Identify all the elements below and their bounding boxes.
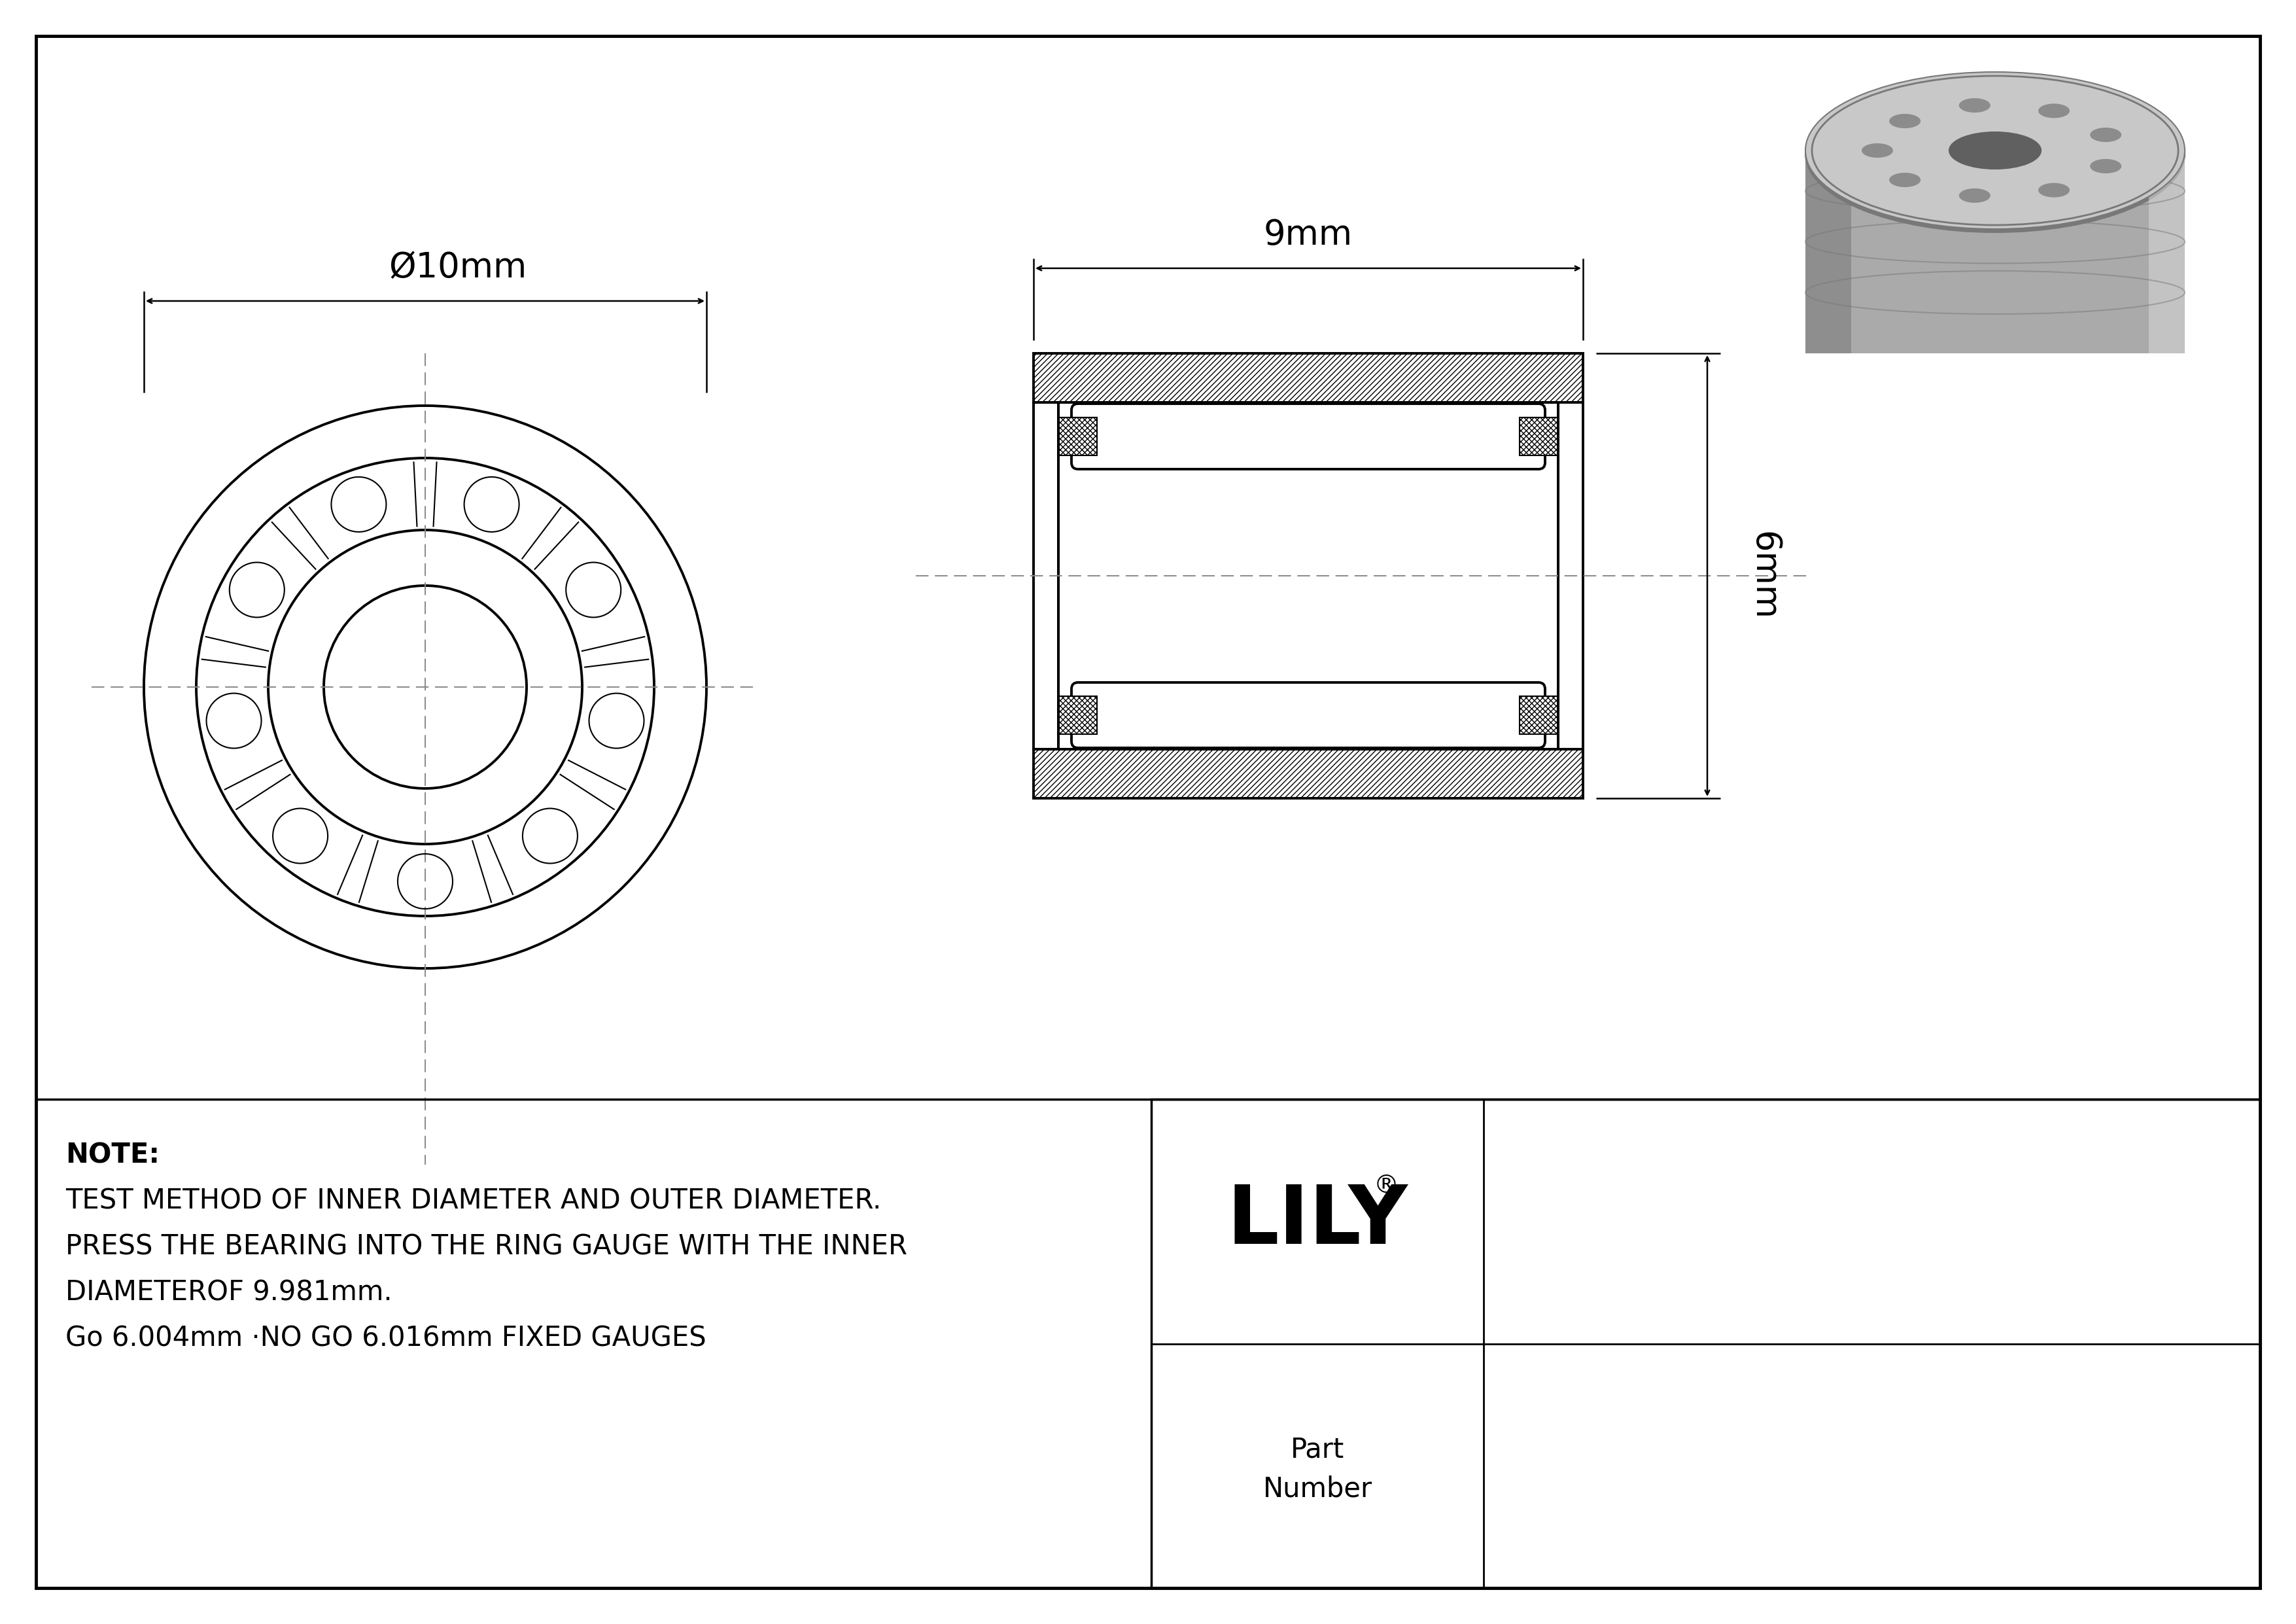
Bar	[1058, 697, 1097, 734]
Ellipse shape	[1958, 188, 1991, 203]
Text: Ø10mm: Ø10mm	[388, 250, 528, 284]
Text: Part: Part	[1290, 1436, 1345, 1463]
Text: ®: ®	[1373, 1173, 1398, 1199]
Text: TEST METHOD OF INNER DIAMETER AND OUTER DIAMETER.: TEST METHOD OF INNER DIAMETER AND OUTER …	[64, 1187, 882, 1215]
Bar	[1805, 151, 2186, 354]
Bar	[1520, 697, 1557, 734]
Ellipse shape	[1949, 132, 2041, 169]
Bar	[1559, 403, 1582, 749]
FancyBboxPatch shape	[1072, 404, 1545, 469]
Text: Go 6.004mm ·NO GO 6.016mm FIXED GAUGES: Go 6.004mm ·NO GO 6.016mm FIXED GAUGES	[64, 1325, 707, 1353]
Ellipse shape	[2039, 104, 2069, 119]
Text: DIAMETEROF 9.981mm.: DIAMETEROF 9.981mm.	[64, 1280, 393, 1307]
Ellipse shape	[2089, 128, 2122, 141]
Bar	[1058, 417, 1097, 455]
Text: NOTE:: NOTE:	[64, 1142, 161, 1169]
Ellipse shape	[1805, 71, 2186, 229]
Bar	[1033, 403, 1058, 749]
Text: 6mm: 6mm	[1747, 531, 1779, 620]
Bar	[1033, 354, 1582, 403]
Ellipse shape	[2039, 184, 2069, 198]
Text: PRESS THE BEARING INTO THE RING GAUGE WITH THE INNER: PRESS THE BEARING INTO THE RING GAUGE WI…	[64, 1233, 907, 1260]
Ellipse shape	[2089, 159, 2122, 174]
Ellipse shape	[1958, 97, 1991, 112]
Text: LILY: LILY	[1226, 1182, 1407, 1260]
FancyBboxPatch shape	[1072, 682, 1545, 749]
Ellipse shape	[1805, 75, 2186, 232]
Bar	[2149, 151, 2186, 354]
Bar	[1033, 749, 1582, 799]
Ellipse shape	[1862, 143, 1894, 158]
Text: 9mm: 9mm	[1263, 218, 1352, 252]
Bar	[1805, 151, 1851, 354]
Bar	[1520, 417, 1557, 455]
Text: Number: Number	[1263, 1475, 1373, 1502]
Ellipse shape	[1890, 172, 1919, 187]
Ellipse shape	[1890, 114, 1919, 128]
Bar	[1150, 1099, 2259, 1588]
